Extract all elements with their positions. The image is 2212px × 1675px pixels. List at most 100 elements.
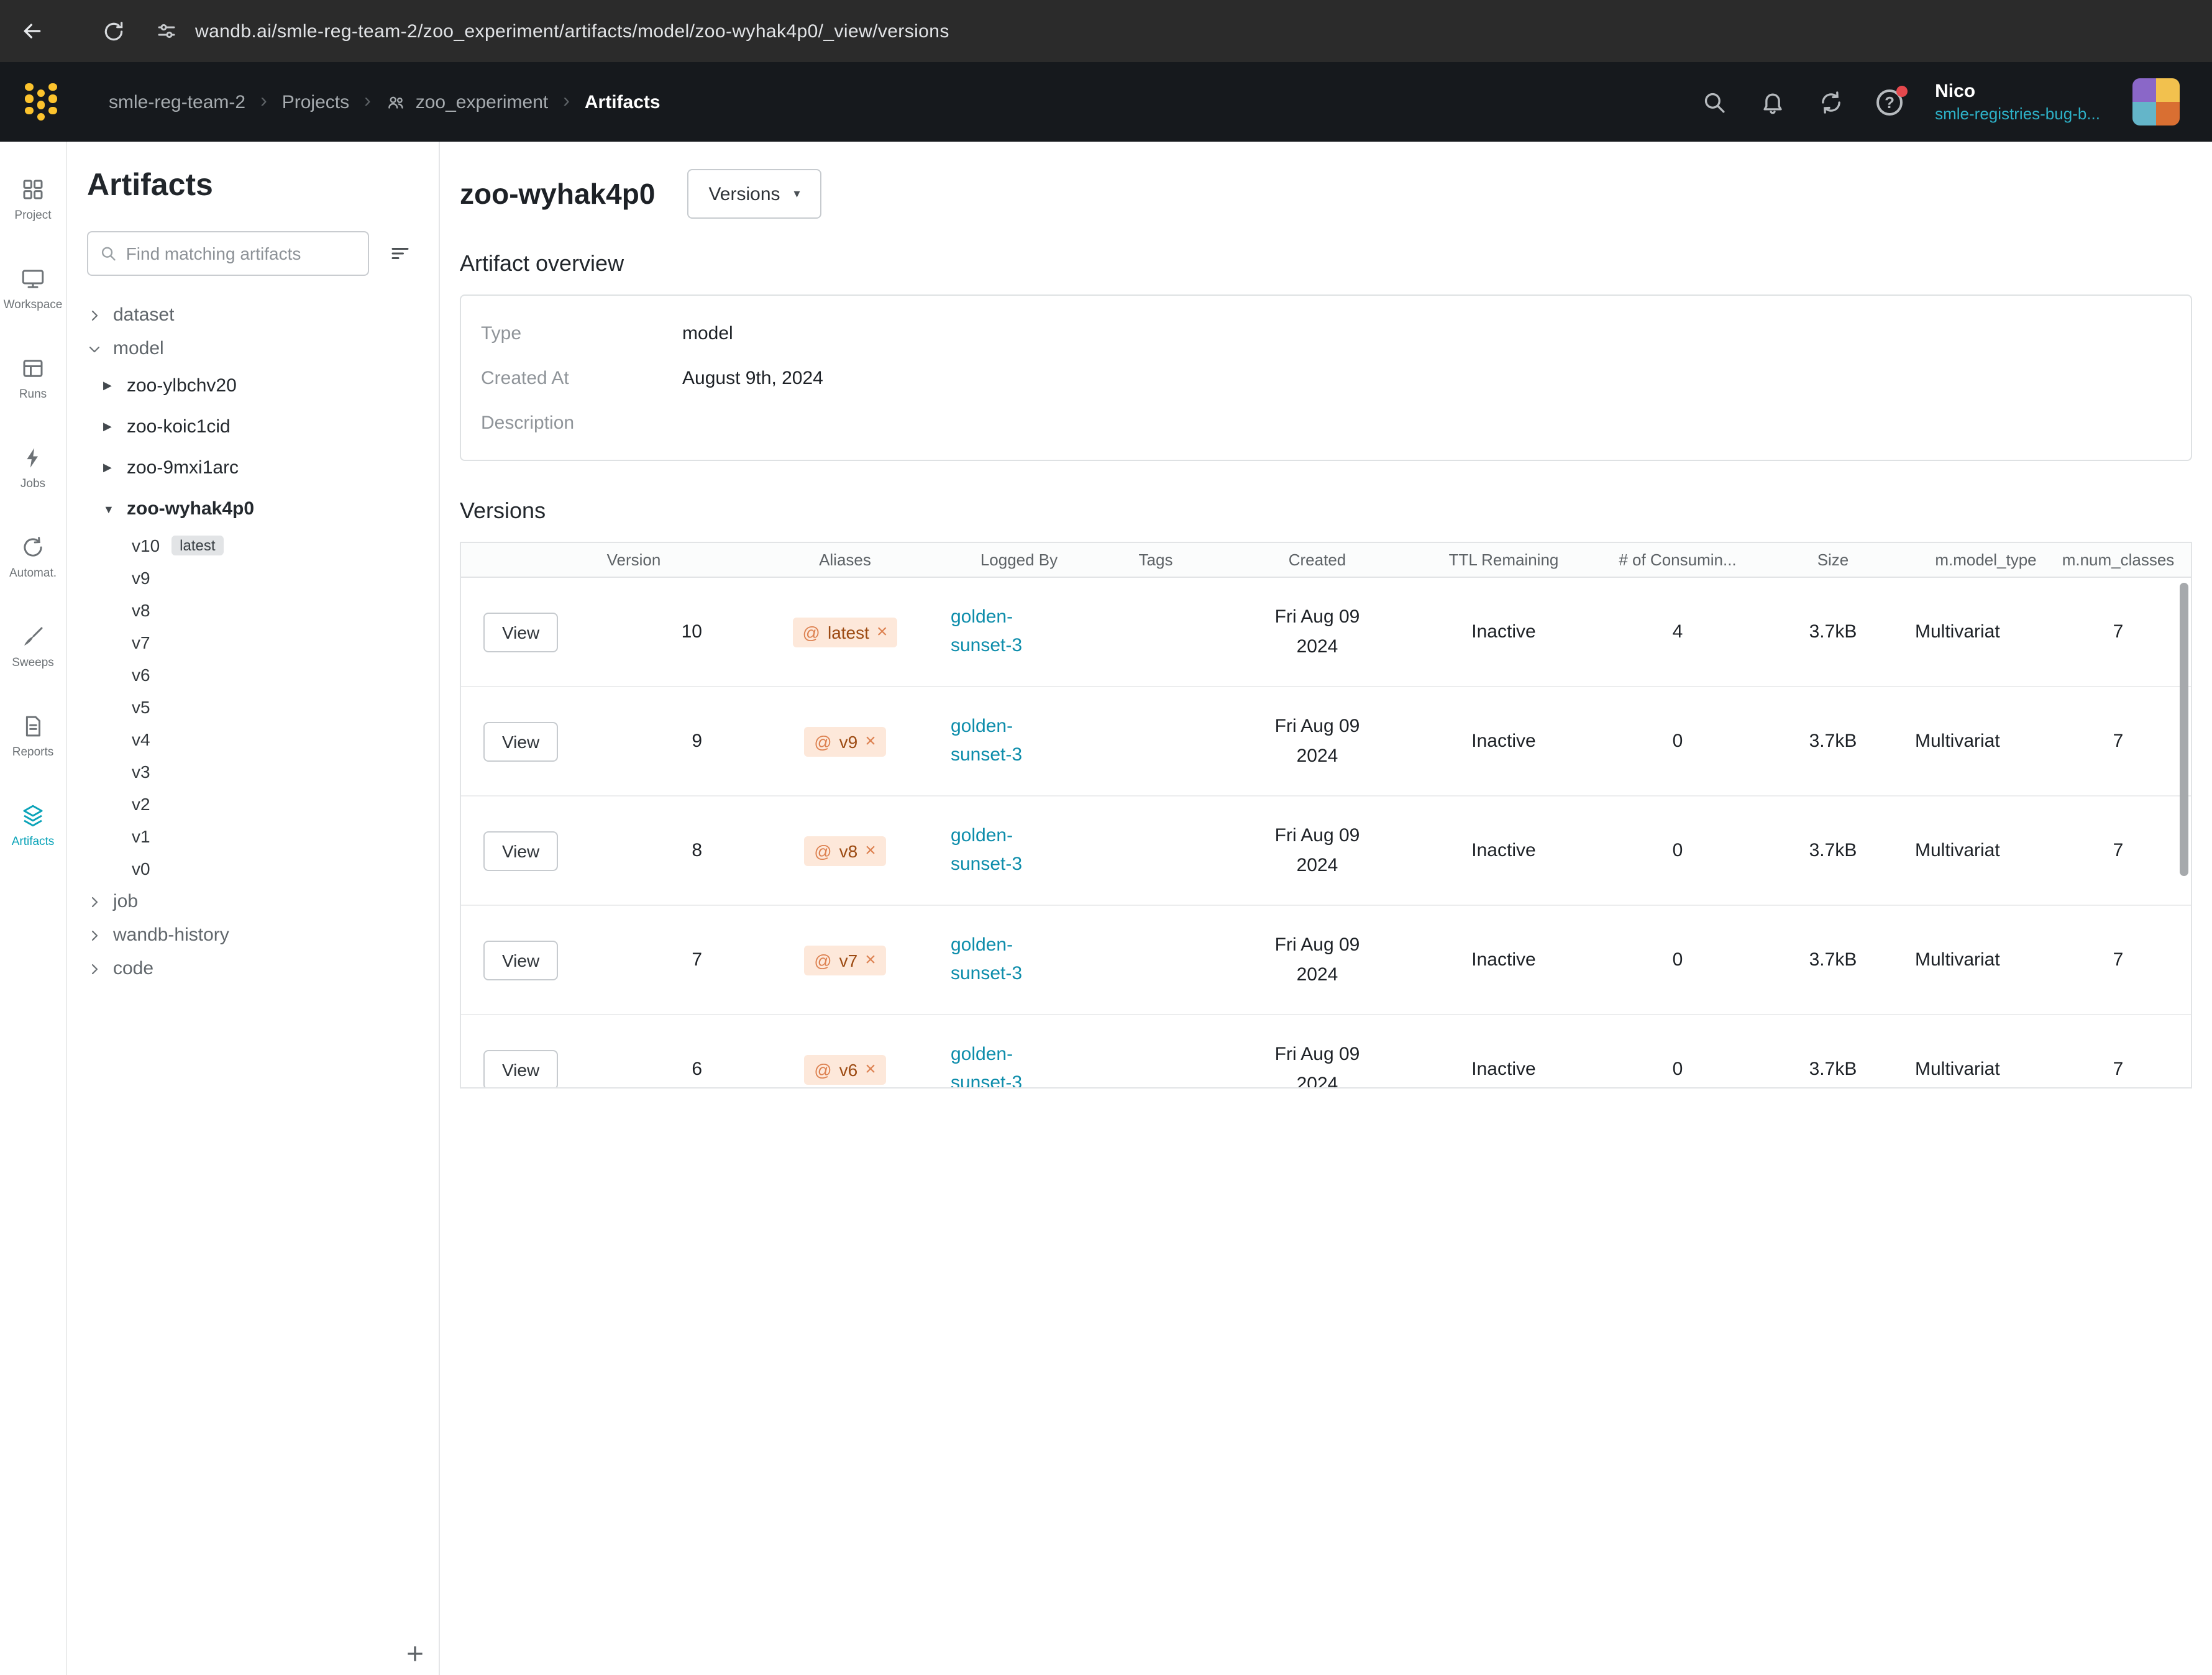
remove-alias-icon[interactable]: × <box>865 1059 876 1080</box>
rail-item-artifacts[interactable]: Artifacts <box>0 780 66 870</box>
cell-model-type: Multivariat <box>1915 1059 2000 1080</box>
help-icon[interactable]: ? <box>1876 85 1908 115</box>
column-header-version[interactable]: Version <box>606 550 661 569</box>
logged-by-link[interactable]: golden-sunset-3 <box>951 1044 1023 1089</box>
cell-num-classes: 7 <box>2113 840 2124 861</box>
tree-version[interactable]: v4 <box>87 723 419 755</box>
user-menu[interactable]: Nico smle-registries-bug-b... <box>1935 81 2100 123</box>
alias-badge[interactable]: @ latest × <box>792 617 898 647</box>
alias-badge[interactable]: @ v6 × <box>804 1054 886 1084</box>
tree-version[interactable]: v5 <box>87 691 419 723</box>
tree-version[interactable]: v3 <box>87 755 419 788</box>
remove-alias-icon[interactable]: × <box>865 949 876 970</box>
view-button[interactable]: View <box>483 721 559 761</box>
view-button[interactable]: View <box>483 1049 559 1087</box>
artifact-tree: dataset model ▶ zoo-ylbchv20 ▶ zoo-koic1… <box>87 298 419 985</box>
sync-icon[interactable] <box>1818 89 1844 115</box>
column-header-aliases[interactable]: Aliases <box>819 550 871 569</box>
breadcrumb-project[interactable]: zoo_experiment <box>386 91 548 112</box>
reload-icon[interactable] <box>102 19 126 43</box>
tree-group-model[interactable]: model <box>87 332 419 365</box>
rail-item-automations[interactable]: Automat. <box>0 512 66 601</box>
search-icon <box>101 247 116 261</box>
cell-version: 6 <box>692 1059 702 1080</box>
notifications-bell-icon[interactable] <box>1760 89 1786 115</box>
tree-collection[interactable]: ▶ zoo-koic1cid <box>87 406 419 447</box>
tree-version[interactable]: v8 <box>87 594 419 626</box>
alias-badge[interactable]: @ v8 × <box>804 836 886 865</box>
overview-row-description: Description <box>461 400 2191 445</box>
breadcrumb-team[interactable]: smle-reg-team-2 <box>109 91 246 112</box>
cell-consuming: 0 <box>1672 731 1683 752</box>
remove-alias-icon[interactable]: × <box>865 731 876 752</box>
logged-by-link[interactable]: golden-sunset-3 <box>951 825 1023 874</box>
tree-group-code[interactable]: code <box>87 952 419 985</box>
logged-by-link[interactable]: golden-sunset-3 <box>951 716 1023 765</box>
rail-item-project[interactable]: Project <box>0 154 66 244</box>
versions-dropdown[interactable]: Versions ▾ <box>687 169 821 219</box>
back-icon[interactable] <box>20 19 45 43</box>
tree-group-label: wandb-history <box>113 924 229 946</box>
tree-version[interactable]: v9 <box>87 562 419 594</box>
tree-version[interactable]: v1 <box>87 820 419 852</box>
search-input[interactable] <box>126 244 357 263</box>
remove-alias-icon[interactable]: × <box>876 621 888 642</box>
versions-table: Version Aliases Logged By Tags Created T… <box>460 542 2192 1089</box>
view-button[interactable]: View <box>483 940 559 980</box>
filter-icon[interactable] <box>382 235 419 272</box>
tree-group-dataset[interactable]: dataset <box>87 298 419 332</box>
view-button[interactable]: View <box>483 612 559 652</box>
wandb-logo[interactable] <box>25 83 57 121</box>
runs-icon <box>23 359 43 377</box>
remove-alias-icon[interactable]: × <box>865 840 876 861</box>
column-header-logged-by[interactable]: Logged By <box>980 550 1058 569</box>
column-header-num-classes[interactable]: m.num_classes <box>2062 550 2175 569</box>
cell-consuming: 0 <box>1672 949 1683 970</box>
column-header-created[interactable]: Created <box>1288 550 1346 569</box>
tree-collection[interactable]: ▶ zoo-ylbchv20 <box>87 365 419 406</box>
tree-group-wandb-history[interactable]: wandb-history <box>87 918 419 952</box>
rail-item-workspace[interactable]: Workspace <box>0 244 66 333</box>
breadcrumb-page[interactable]: Artifacts <box>584 91 660 112</box>
rail-item-runs[interactable]: Runs <box>0 333 66 422</box>
tree-version[interactable]: v7 <box>87 626 419 659</box>
search-icon[interactable] <box>1701 89 1727 115</box>
column-header-consuming[interactable]: # of Consumin... <box>1619 550 1737 569</box>
project-icon <box>23 179 43 199</box>
rail-item-reports[interactable]: Reports <box>0 691 66 780</box>
cell-ttl: Inactive <box>1471 840 1536 861</box>
view-button[interactable]: View <box>483 831 559 870</box>
column-header-model-type[interactable]: m.model_type <box>1935 550 2037 569</box>
artifacts-icon <box>23 804 43 826</box>
column-header-ttl[interactable]: TTL Remaining <box>1448 550 1559 569</box>
add-artifact-button[interactable]: + <box>406 1638 424 1671</box>
tree-version[interactable]: v2 <box>87 788 419 820</box>
breadcrumb-projects[interactable]: Projects <box>281 91 350 112</box>
logged-by-link[interactable]: golden-sunset-3 <box>951 606 1023 655</box>
table-scrollbar[interactable] <box>2180 583 2188 876</box>
cell-num-classes: 7 <box>2113 949 2124 970</box>
alias-badge[interactable]: @ v9 × <box>804 726 886 756</box>
column-header-size[interactable]: Size <box>1817 550 1849 569</box>
tree-collection[interactable]: ▶ zoo-9mxi1arc <box>87 447 419 488</box>
tree-group-job[interactable]: job <box>87 885 419 918</box>
breadcrumb: smle-reg-team-2 › Projects › zoo_experim… <box>109 91 660 113</box>
site-info-icon[interactable] <box>155 20 178 42</box>
triangle-right-icon: ▶ <box>103 461 112 473</box>
tree-collection-current[interactable]: ▼ zoo-wyhak4p0 <box>87 488 419 529</box>
cell-version: 8 <box>692 840 702 861</box>
logged-by-link[interactable]: golden-sunset-3 <box>951 934 1023 984</box>
avatar[interactable] <box>2132 78 2180 126</box>
url-bar[interactable]: wandb.ai/smle-reg-team-2/zoo_experiment/… <box>195 21 949 42</box>
column-header-tags[interactable]: Tags <box>1138 550 1173 569</box>
table-row: View 7 @ v7 × golden-sunset-3 Fri Aug 09 2… <box>461 906 2191 1015</box>
alias-badge[interactable]: @ v7 × <box>804 945 886 975</box>
tree-version[interactable]: v0 <box>87 852 419 885</box>
rail-item-sweeps[interactable]: Sweeps <box>0 601 66 691</box>
rail-label: Project <box>14 208 52 222</box>
tree-version[interactable]: v6 <box>87 659 419 691</box>
cell-model-type: Multivariat <box>1915 949 2000 970</box>
tree-version[interactable]: v10 latest <box>87 529 419 562</box>
version-label: v1 <box>132 826 150 846</box>
rail-item-jobs[interactable]: Jobs <box>0 422 66 512</box>
